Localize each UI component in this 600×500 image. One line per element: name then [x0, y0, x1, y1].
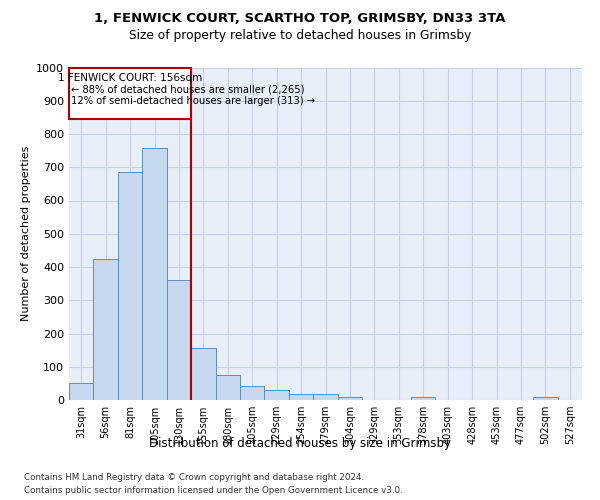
Bar [191, 348, 215, 400]
Bar [215, 375, 240, 400]
Bar [118, 172, 142, 400]
Bar [240, 386, 265, 400]
Bar [167, 280, 191, 400]
Bar [265, 390, 289, 400]
FancyBboxPatch shape [69, 68, 191, 119]
Text: 1 FENWICK COURT: 156sqm: 1 FENWICK COURT: 156sqm [58, 74, 202, 84]
Bar [313, 394, 338, 400]
Bar [69, 382, 94, 400]
Text: Distribution of detached houses by size in Grimsby: Distribution of detached houses by size … [149, 438, 451, 450]
Bar [411, 396, 436, 400]
Text: Contains public sector information licensed under the Open Government Licence v3: Contains public sector information licen… [24, 486, 403, 495]
Y-axis label: Number of detached properties: Number of detached properties [20, 146, 31, 322]
Text: 12% of semi-detached houses are larger (313) →: 12% of semi-detached houses are larger (… [71, 96, 316, 106]
Bar [338, 396, 362, 400]
Bar [94, 259, 118, 400]
Text: Size of property relative to detached houses in Grimsby: Size of property relative to detached ho… [129, 28, 471, 42]
Bar [289, 394, 313, 400]
Text: Contains HM Land Registry data © Crown copyright and database right 2024.: Contains HM Land Registry data © Crown c… [24, 472, 364, 482]
Bar [142, 148, 167, 400]
Text: 1, FENWICK COURT, SCARTHO TOP, GRIMSBY, DN33 3TA: 1, FENWICK COURT, SCARTHO TOP, GRIMSBY, … [94, 12, 506, 26]
Text: ← 88% of detached houses are smaller (2,265): ← 88% of detached houses are smaller (2,… [71, 85, 305, 95]
Bar [533, 396, 557, 400]
